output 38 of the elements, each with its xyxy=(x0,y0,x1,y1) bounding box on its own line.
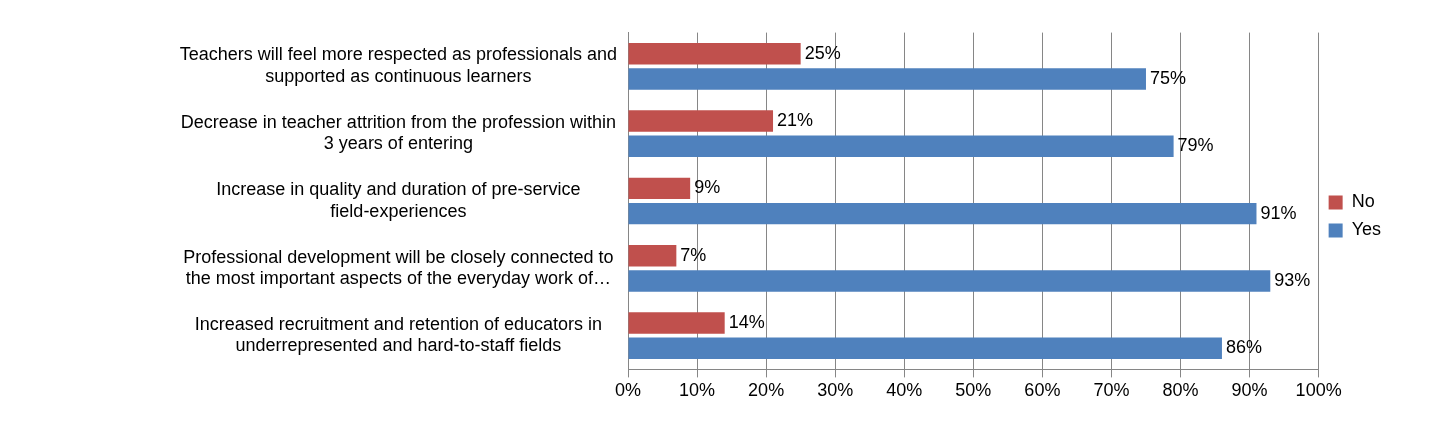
x-tick-label: 60% xyxy=(1024,380,1061,401)
bar xyxy=(628,202,1257,225)
data-label: 14% xyxy=(728,312,765,333)
x-tick-label: 70% xyxy=(1093,380,1130,401)
x-tick-label: 50% xyxy=(955,380,992,401)
x-tick-label: 20% xyxy=(748,380,785,401)
data-label: 9% xyxy=(694,177,721,198)
data-label: 86% xyxy=(1225,337,1262,358)
x-tick-label: 40% xyxy=(886,380,923,401)
y-tick-label: Teachers will feel more respected as professionals and supported as continuous learners xyxy=(179,44,618,87)
data-label: 7% xyxy=(680,244,707,265)
x-tick-label: 100% xyxy=(1295,380,1342,401)
x-tick-label: 0% xyxy=(614,380,642,401)
legend-label: No xyxy=(1351,191,1375,212)
x-tick-label: 30% xyxy=(817,380,854,401)
bar xyxy=(628,42,801,65)
bar xyxy=(628,312,725,334)
x-tick-label: 80% xyxy=(1162,380,1199,401)
x-tick-label: 90% xyxy=(1231,380,1268,401)
bar xyxy=(628,110,774,132)
y-tick-label: Increase in quality and duration of pre-service field-experiences xyxy=(216,179,581,221)
y-tick-label: Decrease in teacher attrition from the profession within 3 years of entering xyxy=(180,111,616,154)
bar xyxy=(628,68,1146,90)
data-label: 91% xyxy=(1260,202,1297,223)
data-label: 75% xyxy=(1149,67,1187,88)
data-label: 93% xyxy=(1274,269,1311,290)
x-tick-label: 10% xyxy=(679,380,716,401)
y-tick-label: Increased recruitment and retention of educators in underrepresented and hard-to-staff fields xyxy=(194,313,603,356)
bar xyxy=(628,270,1271,292)
bar xyxy=(628,337,1222,360)
bar xyxy=(628,245,677,267)
data-label: 25% xyxy=(804,42,841,63)
data-label: 79% xyxy=(1177,135,1214,156)
data-label: 21% xyxy=(777,109,814,130)
bar xyxy=(628,135,1174,158)
bar xyxy=(628,177,691,200)
legend-label: Yes xyxy=(1351,219,1382,240)
y-tick-label: Professional development will be closely connected to the most important aspects of the everyday work of… xyxy=(183,246,614,289)
